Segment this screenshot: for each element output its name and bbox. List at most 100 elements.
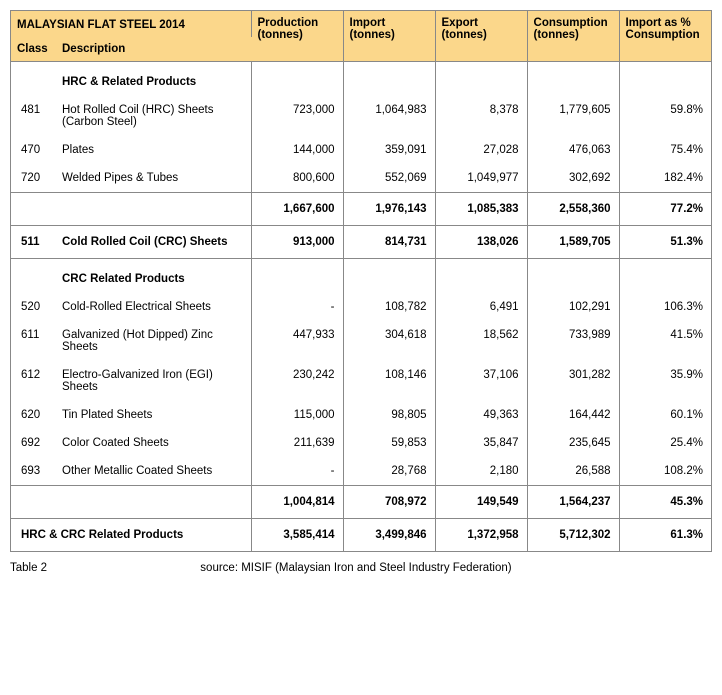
row-class: 520 — [11, 293, 56, 321]
table-row: 481Hot Rolled Coil (HRC) Sheets (Carbon … — [11, 96, 711, 136]
table-row: 620Tin Plated Sheets115,00098,80549,3631… — [11, 401, 711, 429]
subtotal-val-1: 1,976,143 — [343, 193, 435, 226]
row-desc: Welded Pipes & Tubes — [56, 164, 251, 193]
row-val-3: 302,692 — [527, 164, 619, 193]
col-production: Production (tonnes) — [251, 11, 343, 62]
row-val-0: - — [251, 457, 343, 486]
row-class: 693 — [11, 457, 56, 486]
row-desc: Tin Plated Sheets — [56, 401, 251, 429]
subtotal-val-1: 708,972 — [343, 486, 435, 519]
section-empty-1 — [343, 265, 435, 293]
row-desc: Galvanized (Hot Dipped) Zinc Sheets — [56, 321, 251, 361]
row-val-2: 6,491 — [435, 293, 527, 321]
row-val-2: 27,028 — [435, 136, 527, 164]
row-val-0: 211,639 — [251, 429, 343, 457]
row-val-4: 51.3% — [619, 226, 711, 259]
table-row: 470Plates144,000359,09127,028476,06375.4… — [11, 136, 711, 164]
row-desc: Color Coated Sheets — [56, 429, 251, 457]
row-val-1: 108,782 — [343, 293, 435, 321]
subtotal-class — [11, 193, 56, 226]
row-val-0: 115,000 — [251, 401, 343, 429]
table-header: MALAYSIAN FLAT STEEL 2014 Production (to… — [11, 11, 711, 62]
row-val-4: 75.4% — [619, 136, 711, 164]
row-val-4: 60.1% — [619, 401, 711, 429]
table-row: 612Electro-Galvanized Iron (EGI) Sheets2… — [11, 361, 711, 401]
row-class: 692 — [11, 429, 56, 457]
row-val-3: 476,063 — [527, 136, 619, 164]
row-val-0: 144,000 — [251, 136, 343, 164]
row-val-4: 108.2% — [619, 457, 711, 486]
row-val-2: 2,180 — [435, 457, 527, 486]
row-val-2: 8,378 — [435, 96, 527, 136]
table-number: Table 2 — [10, 562, 47, 574]
row-val-1: 59,853 — [343, 429, 435, 457]
table-source: source: MISIF (Malaysian Iron and Steel … — [200, 562, 511, 574]
table-row: 720Welded Pipes & Tubes800,600552,0691,0… — [11, 164, 711, 193]
row-val-4: 35.9% — [619, 361, 711, 401]
section-empty-0 — [251, 265, 343, 293]
section-class — [11, 68, 56, 96]
subtotal-row: 1,667,6001,976,1431,085,3832,558,36077.2… — [11, 193, 711, 226]
grand-val-1: 3,499,846 — [343, 519, 435, 552]
row-class: 511 — [11, 226, 56, 259]
row-val-2: 49,363 — [435, 401, 527, 429]
section-empty-4 — [619, 68, 711, 96]
row-class: 611 — [11, 321, 56, 361]
section-empty-3 — [527, 265, 619, 293]
subtotal-val-0: 1,667,600 — [251, 193, 343, 226]
row-val-1: 552,069 — [343, 164, 435, 193]
subtotal-val-4: 45.3% — [619, 486, 711, 519]
section-empty-4 — [619, 265, 711, 293]
col-import: Import (tonnes) — [343, 11, 435, 62]
subtotal-row: 1,004,814708,972149,5491,564,23745.3% — [11, 486, 711, 519]
grand-val-2: 1,372,958 — [435, 519, 527, 552]
row-val-2: 138,026 — [435, 226, 527, 259]
row-val-0: 723,000 — [251, 96, 343, 136]
row-val-0: - — [251, 293, 343, 321]
col-description: Description — [56, 37, 251, 62]
row-desc: Plates — [56, 136, 251, 164]
table-footer: Table 2 source: MISIF (Malaysian Iron an… — [10, 562, 710, 574]
subtotal-desc — [56, 486, 251, 519]
subtotal-desc — [56, 193, 251, 226]
row-val-3: 733,989 — [527, 321, 619, 361]
row-val-0: 230,242 — [251, 361, 343, 401]
row-val-4: 25.4% — [619, 429, 711, 457]
col-export: Export (tonnes) — [435, 11, 527, 62]
grand-total-row: HRC & CRC Related Products3,585,4143,499… — [11, 519, 711, 552]
row-class: 612 — [11, 361, 56, 401]
col-consumption: Consumption (tonnes) — [527, 11, 619, 62]
section-heading: HRC & Related Products — [56, 68, 251, 96]
section-empty-1 — [343, 68, 435, 96]
row-val-1: 28,768 — [343, 457, 435, 486]
row-class: 620 — [11, 401, 56, 429]
table-body: HRC & Related Products481Hot Rolled Coil… — [11, 62, 711, 552]
row-val-4: 106.3% — [619, 293, 711, 321]
grand-val-0: 3,585,414 — [251, 519, 343, 552]
row-val-3: 1,589,705 — [527, 226, 619, 259]
row-val-1: 1,064,983 — [343, 96, 435, 136]
subtotal-val-3: 2,558,360 — [527, 193, 619, 226]
grand-val-4: 61.3% — [619, 519, 711, 552]
row-val-1: 814,731 — [343, 226, 435, 259]
col-import-pct: Import as % Consumption — [619, 11, 711, 62]
subtotal-val-4: 77.2% — [619, 193, 711, 226]
grand-label: HRC & CRC Related Products — [11, 519, 251, 552]
row-val-0: 913,000 — [251, 226, 343, 259]
row-val-1: 108,146 — [343, 361, 435, 401]
section-heading: CRC Related Products — [56, 265, 251, 293]
row-val-1: 359,091 — [343, 136, 435, 164]
subtotal-val-2: 1,085,383 — [435, 193, 527, 226]
row-val-2: 37,106 — [435, 361, 527, 401]
row-desc: Cold Rolled Coil (CRC) Sheets — [56, 226, 251, 259]
row-val-0: 447,933 — [251, 321, 343, 361]
col-class: Class — [11, 37, 56, 62]
row-val-3: 301,282 — [527, 361, 619, 401]
row-val-0: 800,600 — [251, 164, 343, 193]
section-class — [11, 265, 56, 293]
table-row: 693Other Metallic Coated Sheets-28,7682,… — [11, 457, 711, 486]
subtotal-val-3: 1,564,237 — [527, 486, 619, 519]
row-class: 720 — [11, 164, 56, 193]
row-val-3: 1,779,605 — [527, 96, 619, 136]
row-val-2: 35,847 — [435, 429, 527, 457]
